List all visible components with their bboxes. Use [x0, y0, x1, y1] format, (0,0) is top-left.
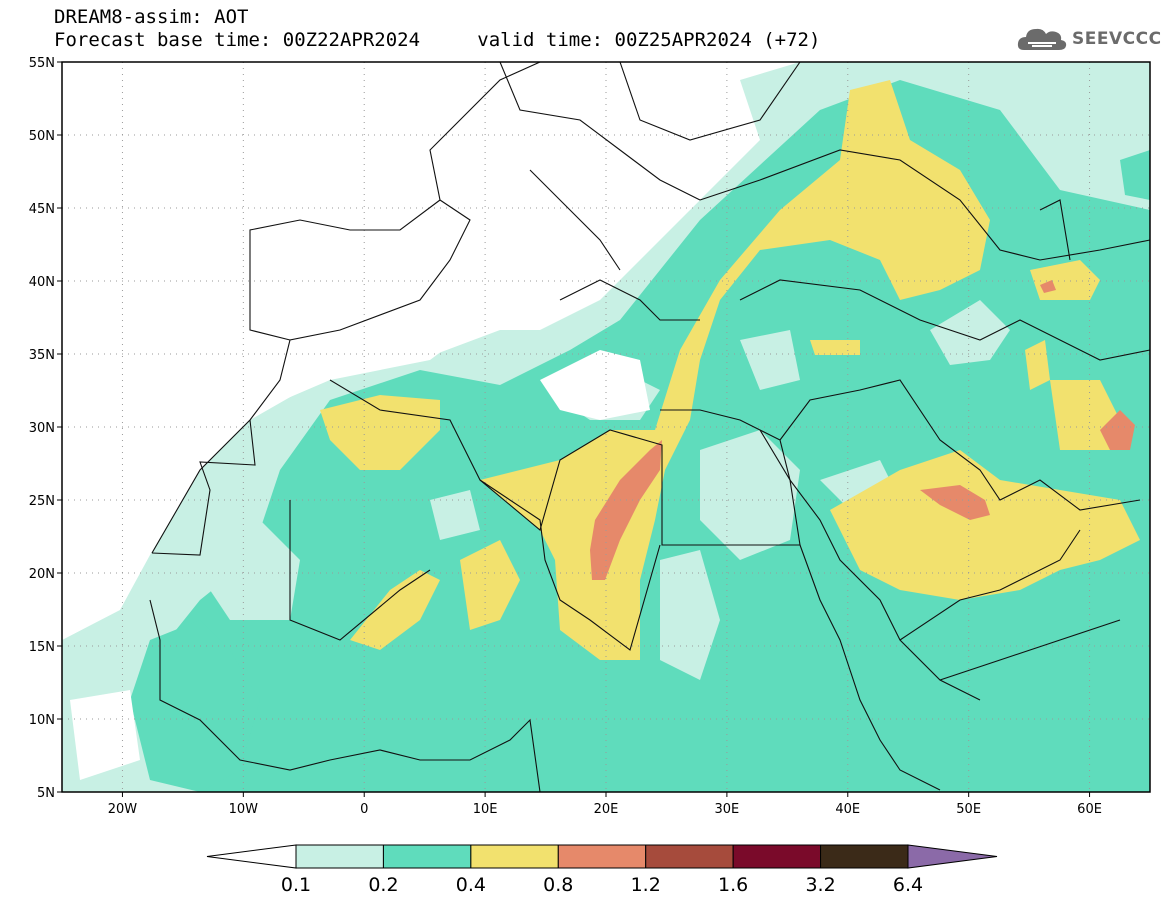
colorbar-label: 1.2: [631, 874, 661, 896]
coastlines-and-borders: [149, 62, 1150, 792]
lat-tick-label: 5N: [37, 786, 55, 801]
colorbar-over-arrow: [907, 844, 998, 869]
lat-tick-label: 45N: [29, 202, 55, 217]
field-aot-0.8: [590, 280, 1135, 580]
colorbar-bin: [557, 844, 647, 869]
colorbar-label: 0.1: [281, 874, 311, 896]
lat-tick-label: 35N: [29, 348, 55, 363]
lon-tick-label: 10W: [229, 802, 259, 817]
lat-tick-label: 30N: [29, 421, 55, 436]
colorbar-label: 0.8: [543, 874, 573, 896]
title-product: DREAM8-assim: AOT: [54, 6, 249, 28]
aot-fields: [62, 62, 1150, 792]
lat-tick-label: 40N: [29, 275, 55, 290]
lat-tick-label: 25N: [29, 494, 55, 509]
colorbar: 0.1 0.2 0.4 0.8 1.2 1.6 3.2 6.4: [206, 844, 998, 896]
map-title: DREAM8-assim: AOT Forecast base time: 00Z…: [54, 6, 820, 52]
lon-tick-label: 50E: [956, 802, 981, 817]
base-time-label: Forecast base time: 00Z22APR2024: [54, 29, 421, 51]
colorbar-label: 3.2: [805, 874, 835, 896]
colorbar-label: 6.4: [893, 874, 923, 896]
lat-tick-label: 10N: [29, 713, 55, 728]
lon-tick-label: 10E: [473, 802, 498, 817]
lon-tick-label: 0: [360, 802, 368, 817]
seevccc-logo: SEEVCCC: [1016, 22, 1162, 56]
latitude-labels: 55N 50N 45N 40N 35N 30N 25N 20N 15N 10N 5N: [29, 56, 62, 801]
lon-tick-label: 20E: [594, 802, 619, 817]
colorbar-bin: [645, 844, 734, 869]
colorbar-label: 1.6: [718, 874, 748, 896]
lat-tick-label: 15N: [29, 640, 55, 655]
colorbar-bin: [732, 844, 822, 869]
logo-text: SEEVCCC: [1072, 29, 1162, 49]
lon-tick-label: 30E: [715, 802, 740, 817]
valid-time-label: valid time: 00Z25APR2024 (+72): [477, 29, 821, 51]
colorbar-bin: [820, 844, 909, 869]
colorbar-bin: [382, 844, 472, 869]
cloud-icon: [1017, 28, 1067, 50]
lon-tick-label: 20W: [108, 802, 138, 817]
lat-tick-label: 55N: [29, 56, 55, 71]
colorbar-label: 0.2: [368, 874, 398, 896]
colorbar-label: 0.4: [456, 874, 486, 896]
lat-tick-label: 20N: [29, 567, 55, 582]
lon-tick-label: 60E: [1077, 802, 1102, 817]
title-times: Forecast base time: 00Z22APR2024 valid t…: [54, 29, 820, 52]
colorbar-bin: [295, 844, 384, 869]
lon-tick-label: 40E: [835, 802, 860, 817]
colorbar-under-arrow: [206, 844, 297, 869]
lat-tick-label: 50N: [29, 129, 55, 144]
longitude-labels: 20W 10W 0 10E 20E 30E 40E 50E 60E: [108, 792, 1102, 817]
colorbar-bin: [470, 844, 559, 869]
field-aot-holes: [62, 62, 1010, 780]
